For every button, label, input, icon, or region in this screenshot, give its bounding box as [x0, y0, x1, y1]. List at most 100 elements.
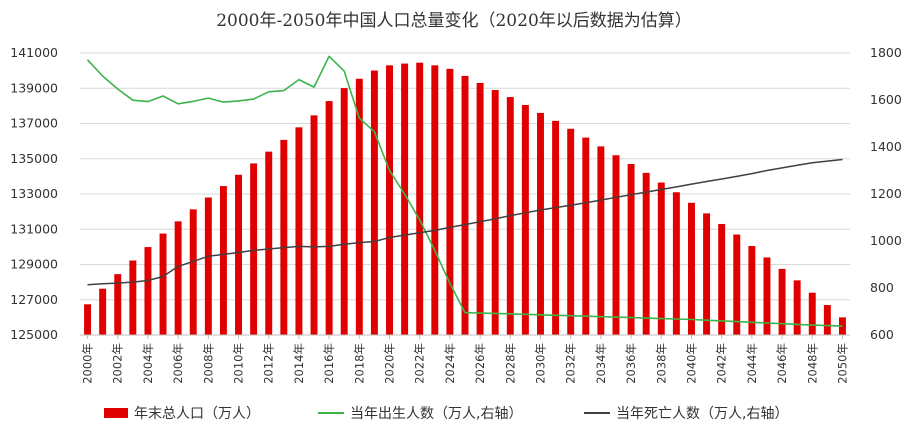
legend-label-population: 年末总人口（万人）: [134, 406, 260, 422]
population-bar: [703, 213, 711, 335]
x-tick-label: 2022年: [413, 343, 427, 384]
left-y-tick-label: 129000: [10, 257, 58, 272]
x-tick-label: 2026年: [473, 343, 487, 384]
x-tick-label: 2050年: [835, 343, 849, 384]
x-tick-label: 2040年: [684, 343, 698, 384]
left-y-tick-label: 139000: [10, 80, 58, 95]
population-bar: [582, 137, 590, 335]
x-tick-label: 2010年: [232, 343, 246, 384]
population-bar: [340, 88, 348, 335]
population-bar: [778, 268, 786, 335]
left-y-tick-label: 131000: [10, 221, 58, 236]
series-lines: [86, 55, 843, 327]
x-tick-label: 2028年: [503, 343, 517, 384]
x-tick-label: 2020年: [383, 343, 397, 384]
x-tick-label: 2004年: [141, 343, 155, 384]
population-bar: [627, 164, 635, 335]
x-tick-label: 2034年: [594, 343, 608, 384]
x-tick-label: 2000年: [81, 343, 95, 384]
x-tick-label: 2002年: [111, 343, 125, 384]
population-bar: [99, 288, 107, 335]
population-bar: [461, 75, 469, 335]
left-y-tick-label: 135000: [10, 151, 58, 166]
population-bar: [310, 115, 318, 336]
population-bar: [793, 280, 801, 335]
left-y-tick-label: 141000: [10, 45, 58, 60]
population-bar: [174, 221, 182, 335]
x-tick-label: 2008年: [201, 343, 215, 384]
population-bar: [235, 174, 243, 335]
population-chart: 2000年-2050年中国人口总量变化（2020年以后数据为估算） 141000…: [10, 11, 902, 384]
legend-label-births: 当年出生人数（万人,右轴）: [350, 406, 523, 422]
x-tick-label: 2018年: [352, 343, 366, 384]
right-y-tick-label: 800: [870, 280, 894, 295]
population-bars: [84, 62, 846, 336]
x-tick-label: 2030年: [533, 343, 547, 384]
population-bar: [129, 260, 137, 335]
population-bar: [552, 120, 560, 335]
legend-label-deaths: 当年死亡人数（万人,右轴）: [616, 406, 789, 422]
population-bar: [280, 139, 288, 335]
chart-title: 2000年-2050年中国人口总量变化（2020年以后数据为估算）: [216, 11, 692, 31]
right-y-tick-label: 1400: [870, 139, 902, 154]
x-tick-label: 2016年: [322, 343, 336, 384]
left-y-tick-label: 127000: [10, 292, 58, 307]
legend-item-deaths: 当年死亡人数（万人,右轴）: [584, 403, 788, 423]
right-y-tick-label: 1000: [870, 233, 902, 248]
left-y-axis: 141000 139000 137000 135000 133000 131000 1290…: [10, 45, 58, 342]
population-bar: [733, 234, 741, 335]
population-bar: [476, 82, 484, 336]
x-tick-label: 2048年: [805, 343, 819, 384]
population-bar: [295, 127, 303, 335]
population-bar: [567, 128, 575, 335]
left-y-tick-label: 125000: [10, 327, 58, 342]
population-bar: [370, 70, 378, 336]
population-bar: [84, 304, 92, 335]
chart-legend: 年末总人口（万人） 当年出生人数（万人,右轴） 当年死亡人数（万人,右轴）: [0, 403, 909, 427]
population-bar: [431, 65, 439, 336]
left-y-tick-label: 137000: [10, 116, 58, 131]
population-bar: [114, 274, 122, 335]
population-bar: [672, 192, 680, 335]
right-y-tick-label: 1200: [870, 186, 902, 201]
population-bar: [748, 245, 756, 335]
population-bar: [718, 223, 726, 335]
population-bar: [416, 62, 424, 335]
population-bar: [597, 146, 605, 335]
population-bar: [325, 101, 333, 335]
population-bar: [642, 172, 650, 335]
x-tick-label: 2044年: [745, 343, 759, 384]
population-bar: [219, 186, 227, 335]
x-tick-label: 2024年: [443, 343, 457, 384]
population-bar: [537, 112, 544, 335]
population-bar: [189, 209, 197, 335]
population-bar: [763, 257, 771, 335]
population-bar: [823, 305, 831, 335]
legend-swatch-births: [318, 412, 344, 414]
population-bar: [144, 247, 152, 335]
left-y-tick-label: 133000: [10, 186, 58, 201]
population-bar: [250, 163, 258, 335]
legend-item-births: 当年出生人数（万人,右轴）: [318, 403, 522, 423]
population-bar: [446, 68, 454, 336]
population-bar: [491, 90, 499, 335]
legend-swatch-deaths: [584, 412, 610, 414]
right-y-axis: 1800 1600 1400 1200 1000 800 600: [870, 45, 902, 342]
population-bar: [401, 63, 409, 335]
population-bar: [265, 151, 273, 335]
population-bar: [521, 104, 529, 336]
right-y-tick-label: 600: [870, 327, 894, 342]
x-tick-label: 2006年: [171, 343, 185, 384]
deaths-line: [87, 158, 843, 286]
population-bar: [808, 292, 816, 335]
legend-item-population: 年末总人口（万人）: [104, 403, 260, 423]
right-y-tick-label: 1600: [870, 92, 902, 107]
x-tick-label: 2038年: [654, 343, 668, 384]
population-bar: [159, 233, 167, 335]
births-line: [86, 55, 843, 327]
x-tick-label: 2042年: [715, 343, 729, 384]
population-bar: [612, 155, 620, 335]
x-tick-label: 2012年: [262, 343, 276, 384]
right-y-tick-label: 1800: [870, 45, 902, 60]
population-bar: [355, 78, 363, 335]
